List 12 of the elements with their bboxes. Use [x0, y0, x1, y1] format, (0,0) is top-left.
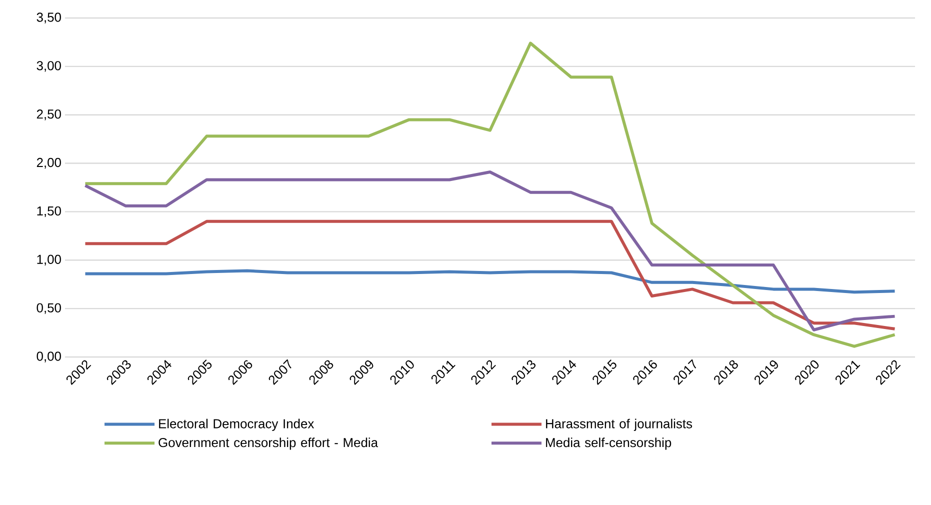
- y-tick-label: 0,50: [36, 303, 61, 314]
- legend-label: Government censorship effort - Media: [158, 438, 378, 450]
- y-tick-label: 2,50: [36, 110, 61, 120]
- legend-label: Harassment of journalists: [546, 418, 692, 431]
- y-tick-label: 2,00: [36, 158, 61, 169]
- y-tick-label: 0,00: [36, 352, 61, 362]
- y-tick-label: 1,00: [37, 254, 61, 266]
- y-tick-label: 3,50: [36, 12, 61, 24]
- y-tick-label: 1,50: [37, 206, 61, 218]
- y-tick-label: 3,00: [36, 61, 61, 72]
- legend-label: Media self-censorship: [546, 438, 672, 450]
- legend-label: Electoral Democracy Index: [159, 418, 314, 431]
